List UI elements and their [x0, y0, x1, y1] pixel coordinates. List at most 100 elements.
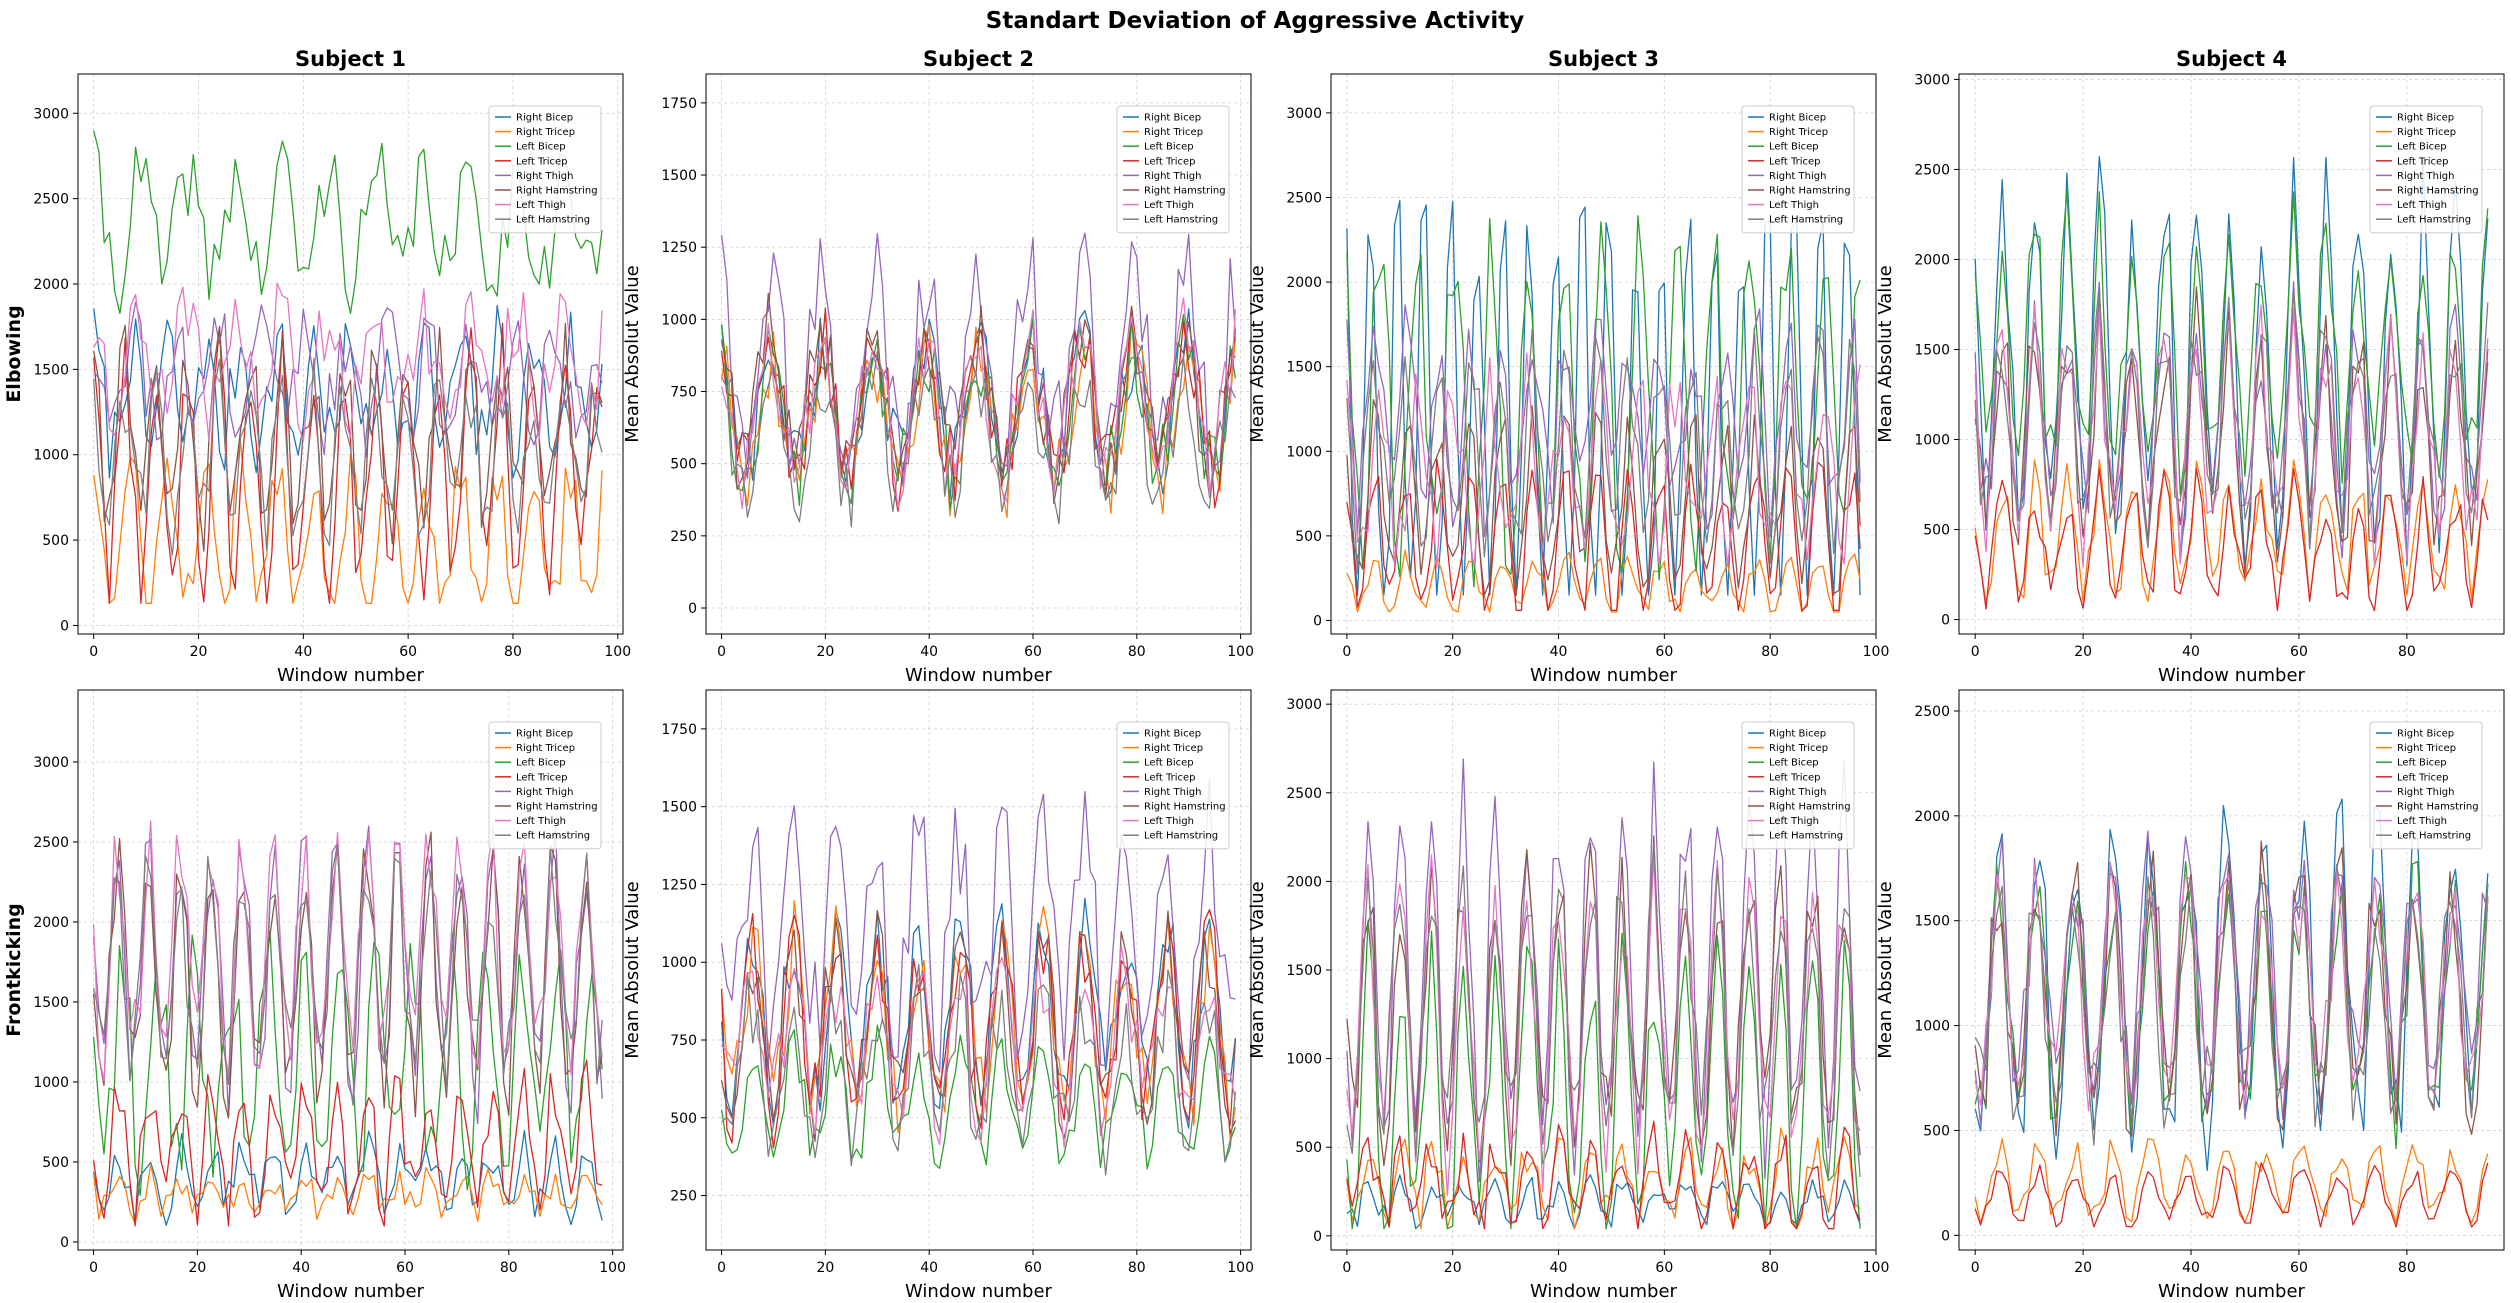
legend: Right Bicep Right Tricep Left Bicep Left Tr… [1116, 721, 1230, 850]
series-line-right-hamstring [92, 831, 603, 1119]
legend-label: Left Tricep [1144, 772, 1196, 783]
legend-label: Right Bicep [1769, 729, 1826, 740]
x-tick-label: 60 [1655, 1260, 1673, 1276]
legend-box [488, 721, 602, 850]
y-tick-label: 1500 [1914, 342, 1950, 358]
y-tick-label: 0 [1313, 1229, 1322, 1245]
legend-label: Left Hamstring [516, 831, 590, 842]
y-axis-label: Mean Absolut Value [1247, 265, 1268, 443]
y-tick-label: 1750 [661, 96, 697, 112]
y-tick-label: 1500 [1914, 914, 1950, 930]
series-line-left-hamstring [721, 963, 1237, 1176]
x-tick-label: 20 [2074, 1260, 2092, 1276]
series-line-left-thigh [720, 297, 1237, 510]
subplot-3: 0 20 40 60 80 100050010001500200025003000Subj… [1247, 47, 1889, 686]
x-tick-label: 40 [294, 644, 312, 660]
legend-label: Left Thigh [2397, 200, 2447, 211]
series-line-right-thigh [720, 777, 1236, 1081]
subplot-7: 0 20 40 60 80 100050010001500200025003000Wind… [1247, 689, 1890, 1302]
y-tick-label: 250 [670, 1189, 697, 1205]
series-line-right-thigh [93, 301, 603, 458]
x-tick-label: 40 [2182, 644, 2200, 660]
legend-label: Left Bicep [1144, 758, 1194, 769]
y-tick-label: 1500 [661, 168, 697, 184]
legend-label: Right Hamstring [516, 186, 598, 197]
series-line-left-hamstring [1346, 327, 1861, 575]
x-tick-label: 80 [2398, 1260, 2416, 1276]
y-tick-label: 1750 [661, 722, 697, 738]
legend-label: Right Bicep [516, 113, 573, 124]
x-tick-label: 0 [717, 1260, 726, 1276]
legend-label: Right Tricep [1769, 743, 1828, 754]
y-tick-label: 750 [670, 1033, 697, 1049]
x-tick-label: 40 [1550, 1260, 1568, 1276]
x-tick-label: 100 [1227, 1260, 1254, 1276]
legend-label: Left Tricep [516, 156, 568, 167]
legend-label: Right Hamstring [516, 802, 598, 813]
series-lines [720, 232, 1237, 528]
legend-label: Left Hamstring [1144, 215, 1218, 226]
legend-label: Right Bicep [2397, 729, 2454, 740]
x-tick-label: 40 [292, 1260, 310, 1276]
series-line-left-tricep [93, 322, 603, 604]
series-lines [1346, 758, 1861, 1230]
legend-label: Left Thigh [1144, 816, 1194, 827]
legend-label: Left Tricep [1144, 156, 1196, 167]
series-lines [1974, 798, 2489, 1228]
legend-box [1741, 105, 1855, 234]
y-tick-label: 500 [42, 1155, 69, 1171]
legend-label: Left Thigh [2397, 816, 2447, 827]
x-tick-label: 100 [1227, 644, 1254, 660]
y-tick-label: 500 [1923, 523, 1950, 539]
series-line-right-hamstring [720, 292, 1237, 504]
y-tick-label: 500 [42, 533, 69, 549]
x-tick-label: 20 [190, 644, 208, 660]
x-axis-label: Window number [1530, 1281, 1678, 1302]
figure-title: Standart Deviation of Aggressive Activit… [986, 8, 1524, 34]
x-axis-label: Window number [1530, 665, 1678, 686]
series-lines [93, 130, 603, 604]
x-tick-label: 80 [1761, 644, 1779, 660]
x-tick-label: 100 [1863, 1260, 1890, 1276]
y-tick-label: 500 [670, 457, 697, 473]
row-label: Frontkicking [3, 903, 25, 1036]
legend-box [1116, 721, 1230, 850]
legend-label: Right Thigh [1144, 171, 1201, 182]
axes-frame [77, 689, 624, 1251]
legend-label: Right Thigh [1769, 787, 1826, 798]
subplot-6: 0 20 40 60 80 100 250 500 750 1000 1250 1500 1750 Win… [622, 689, 1254, 1302]
y-tick-label: 1500 [33, 995, 69, 1011]
y-tick-label: 1000 [1286, 444, 1322, 460]
x-axis-label: Window number [2158, 665, 2306, 686]
series-line-right-thigh [720, 232, 1237, 495]
y-tick-label: 750 [670, 385, 697, 401]
series-line-left-thigh [1346, 854, 1861, 1196]
legend-label: Left Tricep [2397, 156, 2449, 167]
x-tick-label: 80 [2398, 644, 2416, 660]
series-line-left-tricep [92, 1059, 603, 1227]
legend-label: Right Bicep [1769, 113, 1826, 124]
x-tick-label: 60 [2290, 1260, 2308, 1276]
series-line-right-bicep [1346, 199, 1861, 596]
x-tick-label: 60 [399, 644, 417, 660]
series-line-left-thigh [1974, 304, 2489, 568]
x-tick-label: 0 [717, 644, 726, 660]
legend-label: Right Tricep [1144, 743, 1203, 754]
y-tick-label: 3000 [1286, 106, 1322, 122]
x-tick-label: 60 [1024, 1260, 1042, 1276]
legend: Right Bicep Right Tricep Left Bicep Left Tr… [2369, 105, 2483, 234]
series-lines [92, 820, 603, 1227]
y-tick-label: 2000 [1914, 252, 1950, 268]
legend-label: Right Tricep [2397, 743, 2456, 754]
legend-label: Left Thigh [516, 816, 566, 827]
y-tick-label: 2000 [33, 277, 69, 293]
series-line-right-tricep [720, 899, 1237, 1141]
y-tick-label: 0 [688, 601, 697, 617]
legend-label: Left Tricep [516, 772, 568, 783]
legend-label: Left Bicep [516, 142, 566, 153]
series-line-left-thigh [721, 945, 1237, 1148]
series-line-right-tricep [1974, 1137, 2489, 1224]
series-line-left-tricep [1346, 1120, 1861, 1230]
legend-box [2369, 105, 2483, 234]
series-line-left-thigh [92, 820, 603, 1082]
